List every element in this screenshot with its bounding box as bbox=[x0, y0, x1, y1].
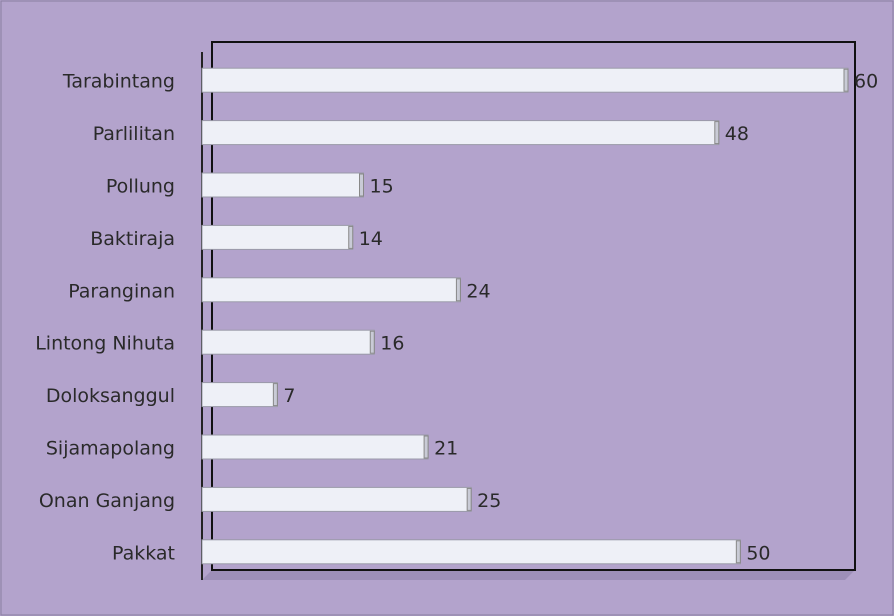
bar-end bbox=[423, 435, 429, 459]
value-label: 16 bbox=[380, 333, 404, 355]
bar bbox=[201, 486, 472, 512]
bar bbox=[201, 329, 375, 355]
bar-end bbox=[455, 278, 461, 302]
plot-area bbox=[211, 41, 856, 571]
bar-end bbox=[272, 383, 278, 407]
y-tick-label: Tarabintang bbox=[62, 71, 175, 93]
value-label: 50 bbox=[746, 542, 770, 564]
bar-end bbox=[369, 330, 375, 354]
bar bbox=[201, 120, 720, 146]
value-label: 48 bbox=[725, 123, 749, 145]
bar-end bbox=[735, 540, 741, 564]
value-label: 14 bbox=[359, 228, 383, 250]
bar bbox=[201, 382, 278, 408]
y-tick-label: Pakkat bbox=[112, 542, 175, 564]
y-tick-label: Sijamapolang bbox=[46, 438, 175, 460]
y-tick-label: Baktiraja bbox=[90, 228, 175, 250]
value-label: 15 bbox=[370, 176, 394, 198]
bar bbox=[201, 224, 354, 250]
value-label: 7 bbox=[283, 385, 295, 407]
value-label: 60 bbox=[854, 71, 878, 93]
bar-end bbox=[714, 121, 720, 145]
plot-floor bbox=[202, 570, 855, 580]
bar bbox=[201, 67, 849, 93]
bar-end bbox=[348, 225, 354, 249]
bar-end bbox=[843, 68, 849, 92]
y-tick-label: Pollung bbox=[106, 176, 175, 198]
bar bbox=[201, 172, 364, 198]
y-tick-label: Onan Ganjang bbox=[39, 490, 175, 512]
value-label: 25 bbox=[477, 490, 501, 512]
y-tick-label: Paranginan bbox=[68, 280, 175, 302]
value-label: 21 bbox=[434, 438, 458, 460]
bar bbox=[201, 539, 741, 565]
bar-end bbox=[466, 487, 472, 511]
y-tick-label: Parlilitan bbox=[93, 123, 175, 145]
y-tick-label: Lintong Nihuta bbox=[35, 333, 175, 355]
y-tick-label: Doloksanggul bbox=[46, 385, 175, 407]
bar bbox=[201, 277, 461, 303]
value-label: 24 bbox=[466, 280, 490, 302]
bar-end bbox=[359, 173, 364, 197]
bar bbox=[201, 434, 429, 460]
